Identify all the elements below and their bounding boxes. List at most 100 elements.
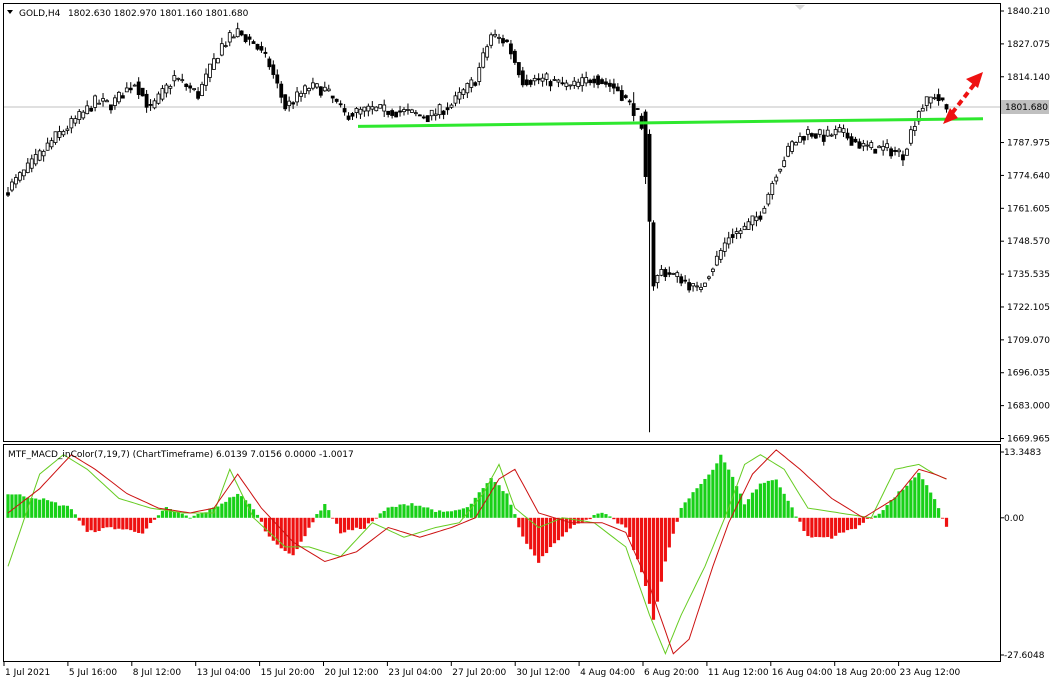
candle <box>710 267 715 277</box>
candle <box>556 78 561 88</box>
time-tick-label: 20 Jul 12:00 <box>325 668 379 678</box>
candle <box>105 98 109 103</box>
candle-body <box>208 63 212 78</box>
histogram-bar <box>303 517 307 537</box>
histogram-bar <box>57 505 62 518</box>
histogram-bar <box>485 483 489 518</box>
candle-body <box>845 132 850 139</box>
candle-body <box>481 52 486 68</box>
candle <box>750 215 755 231</box>
histogram-bar <box>354 517 359 528</box>
candle <box>417 114 422 117</box>
candle-body <box>200 83 204 97</box>
histogram-bar <box>473 497 477 518</box>
time-tick-label: 6 Aug 20:00 <box>644 668 699 678</box>
histogram-bar <box>845 517 850 531</box>
histogram-bar <box>556 517 561 541</box>
histogram-bar <box>156 515 161 518</box>
candle-body <box>89 107 94 112</box>
candle-body <box>235 28 240 38</box>
candle <box>231 34 236 39</box>
candle-body <box>849 136 854 146</box>
histogram-bar <box>10 494 14 518</box>
candle-body <box>406 109 410 111</box>
candle-body <box>829 134 834 137</box>
histogram-bar <box>14 494 18 518</box>
candle-body <box>493 33 497 37</box>
histogram-bar <box>85 517 89 532</box>
candle <box>857 138 862 149</box>
histogram-bar <box>513 514 517 518</box>
candle-body <box>786 145 791 157</box>
candle-body <box>116 91 121 103</box>
candle-body <box>318 86 323 96</box>
candle <box>742 222 747 231</box>
candle <box>544 72 549 86</box>
candle <box>219 37 224 57</box>
candle-body <box>489 34 494 46</box>
histogram-bar <box>327 510 331 518</box>
time-tick-label: 15 Jul 20:00 <box>261 668 315 678</box>
candle <box>128 82 133 94</box>
candle-body <box>374 106 379 112</box>
histogram-bar <box>97 517 101 532</box>
candle <box>932 93 937 101</box>
candle <box>512 49 517 65</box>
candle <box>140 87 145 97</box>
candle-body <box>580 77 585 87</box>
candle-body <box>136 81 141 95</box>
candle-body <box>227 32 232 43</box>
time-tick-label: 13 Jul 04:00 <box>197 668 251 678</box>
candle <box>817 128 822 138</box>
macd-pane[interactable] <box>3 444 1001 662</box>
candle-body <box>188 85 193 89</box>
candle-body <box>350 113 355 117</box>
triangle-down-icon[interactable] <box>7 10 13 14</box>
candle <box>81 109 86 120</box>
histogram-bar <box>299 517 303 542</box>
price-pane[interactable] <box>3 3 1001 442</box>
candle-body <box>667 272 672 275</box>
histogram-bar <box>735 486 739 518</box>
candle-body <box>172 75 177 82</box>
histogram-bar <box>667 517 671 548</box>
histogram-bar <box>501 491 505 518</box>
histogram-bar <box>53 502 58 518</box>
histogram-bar <box>877 513 881 518</box>
histogram-bar <box>283 517 287 551</box>
candle <box>14 174 18 189</box>
histogram-bar <box>750 492 755 518</box>
candle <box>877 144 882 149</box>
candle-body <box>893 149 897 152</box>
histogram-bar <box>758 483 762 518</box>
histogram-bar <box>121 517 125 530</box>
candle-body <box>362 106 367 112</box>
candle <box>350 112 355 121</box>
candle-body <box>49 140 54 148</box>
candle-body <box>124 87 129 93</box>
candle-body <box>152 100 157 109</box>
support-trendline[interactable] <box>357 117 984 128</box>
histogram-bar <box>422 507 426 518</box>
candle <box>655 274 660 289</box>
candle-body <box>730 234 735 238</box>
candle-body <box>623 95 628 98</box>
candle <box>615 83 620 92</box>
histogram-bar <box>944 517 949 527</box>
candle-body <box>611 83 616 89</box>
candle-body <box>449 104 454 108</box>
price-tick-label: 1840.210 <box>1007 7 1050 17</box>
histogram-bar <box>335 517 339 524</box>
candle <box>596 74 600 89</box>
histogram-bar <box>42 498 46 518</box>
candle <box>358 106 363 119</box>
candle <box>505 39 509 43</box>
candle-body <box>627 100 632 103</box>
candle-body <box>291 102 296 105</box>
candle <box>540 73 545 87</box>
histogram-bar <box>616 517 620 524</box>
candle <box>61 129 66 138</box>
candle <box>267 56 272 70</box>
candle <box>425 115 430 123</box>
candle-body <box>532 77 537 82</box>
